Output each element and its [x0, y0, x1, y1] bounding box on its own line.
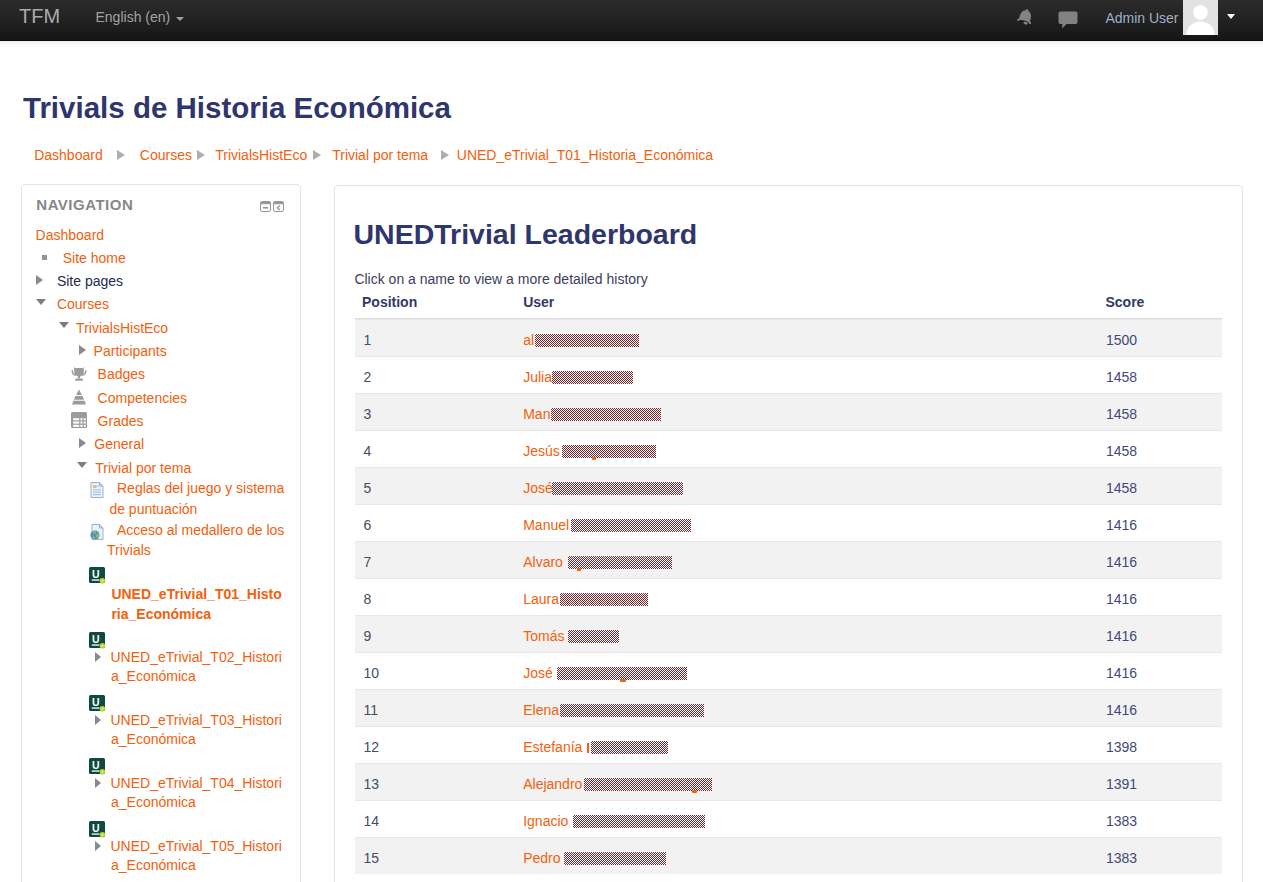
svg-text:U: U: [92, 633, 100, 645]
svg-text:U: U: [92, 759, 100, 771]
svg-text:U: U: [92, 568, 100, 580]
svg-text:U: U: [92, 822, 100, 834]
svg-text:U: U: [92, 696, 100, 708]
